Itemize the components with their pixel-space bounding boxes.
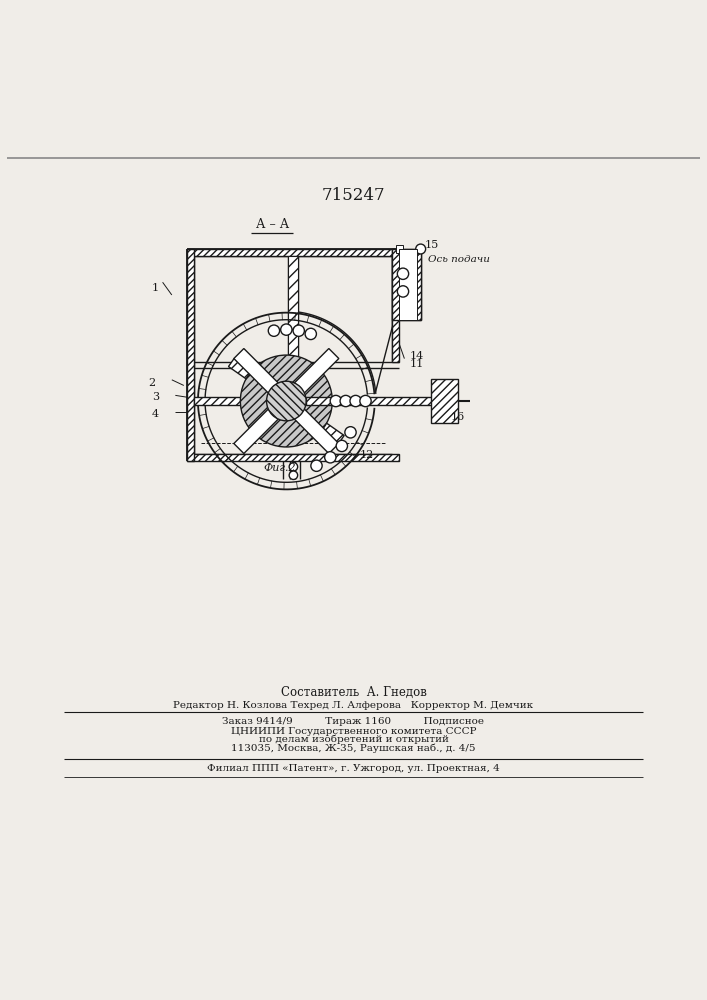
Polygon shape	[293, 408, 339, 454]
Polygon shape	[228, 358, 292, 407]
Circle shape	[293, 325, 305, 336]
Polygon shape	[293, 349, 339, 395]
Bar	[187, 249, 194, 461]
Text: Редактор Н. Козлова Техред Л. Алферова   Корректор М. Демчик: Редактор Н. Козлова Техред Л. Алферова К…	[173, 701, 534, 710]
Bar	[392, 249, 399, 362]
Circle shape	[350, 395, 361, 407]
Circle shape	[289, 463, 298, 471]
Text: 14: 14	[410, 351, 424, 361]
Circle shape	[330, 395, 341, 407]
Text: А – А: А – А	[255, 218, 289, 231]
Text: 3: 3	[152, 392, 159, 402]
Circle shape	[289, 471, 298, 479]
Bar	[187, 454, 399, 461]
Text: 715247: 715247	[322, 187, 385, 204]
Circle shape	[305, 328, 317, 340]
Circle shape	[397, 268, 409, 279]
Circle shape	[268, 325, 279, 336]
Circle shape	[416, 244, 426, 254]
Circle shape	[340, 395, 351, 407]
Circle shape	[267, 381, 306, 421]
Circle shape	[281, 324, 292, 335]
Text: Филиал ППП «Патент», г. Ужгород, ул. Проектная, 4: Филиал ППП «Патент», г. Ужгород, ул. Про…	[207, 764, 500, 773]
Text: 2: 2	[148, 378, 156, 388]
Circle shape	[360, 395, 371, 407]
Polygon shape	[234, 349, 280, 395]
Text: 15: 15	[424, 240, 438, 250]
Bar	[399, 249, 417, 320]
Circle shape	[397, 286, 409, 297]
Bar	[194, 397, 267, 405]
Text: Составитель  А. Гнедов: Составитель А. Гнедов	[281, 686, 426, 699]
Text: Ось подачи: Ось подачи	[428, 255, 490, 264]
Bar	[396, 245, 403, 253]
Circle shape	[336, 440, 347, 452]
Text: 4: 4	[152, 409, 159, 419]
Text: 113035, Москва, Ж-35, Раушская наб., д. 4/5: 113035, Москва, Ж-35, Раушская наб., д. …	[231, 743, 476, 753]
Polygon shape	[234, 408, 280, 454]
Bar	[431, 379, 458, 423]
Circle shape	[325, 452, 336, 463]
Bar	[392, 249, 421, 320]
Circle shape	[345, 427, 356, 438]
Circle shape	[311, 460, 322, 471]
Bar	[288, 256, 298, 362]
Text: Заказ 9414/9          Тираж 1160          Подписное: Заказ 9414/9 Тираж 1160 Подписное	[223, 717, 484, 726]
Circle shape	[240, 355, 332, 447]
Text: 16: 16	[450, 412, 464, 422]
Bar	[306, 397, 456, 405]
Bar	[187, 249, 399, 256]
Text: ЦНИИПИ Государственного комитета СССР: ЦНИИПИ Государственного комитета СССР	[230, 727, 477, 736]
Text: Фиг.2: Фиг.2	[263, 463, 296, 473]
Text: 12: 12	[359, 450, 373, 460]
Text: по делам изобретений и открытий: по делам изобретений и открытий	[259, 735, 448, 744]
Text: 11: 11	[410, 359, 424, 369]
Text: 1: 1	[152, 283, 159, 293]
Polygon shape	[281, 395, 344, 444]
